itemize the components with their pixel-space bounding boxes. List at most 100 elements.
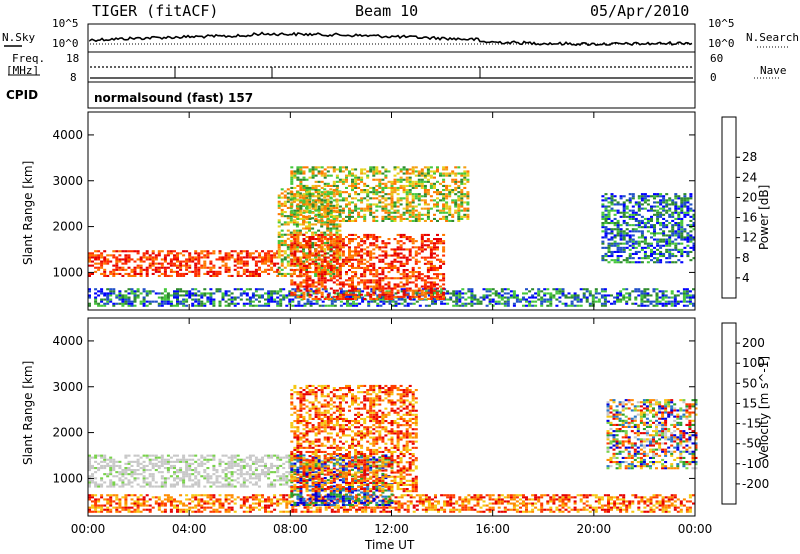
heatmap-cell — [335, 254, 339, 257]
heatmap-cell — [366, 260, 370, 263]
heatmap-cell — [402, 248, 406, 251]
heatmap-cell — [326, 252, 330, 255]
heatmap-cell — [408, 184, 412, 187]
heatmap-cell — [399, 199, 403, 202]
heatmap-cell — [88, 252, 91, 255]
heatmap-cell — [335, 233, 339, 236]
heatmap-cell — [127, 274, 131, 277]
heatmap-cell — [357, 207, 361, 210]
heatmap-cell — [348, 184, 351, 187]
heatmap-cell — [445, 211, 449, 214]
heatmap-cell — [115, 296, 119, 299]
heatmap-cell — [227, 464, 231, 467]
heatmap-cell — [329, 264, 333, 267]
heatmap-cell — [354, 191, 358, 194]
heatmap-cell — [375, 269, 379, 272]
heatmap-cell — [267, 485, 271, 488]
heatmap-cell — [341, 182, 345, 185]
heatmap-cell — [197, 302, 201, 305]
heatmap-cell — [299, 262, 303, 265]
heatmap-cell — [443, 302, 447, 305]
heatmap-cell — [668, 257, 672, 260]
heatmap-cell — [378, 178, 382, 181]
heatmap-cell — [643, 238, 647, 241]
heatmap-cell — [628, 238, 632, 241]
heatmap-cell — [375, 193, 379, 196]
heatmap-cell — [402, 273, 406, 276]
heatmap-cell — [561, 302, 565, 305]
heatmap-cell — [420, 285, 424, 288]
heatmap-cell — [103, 454, 107, 457]
heatmap-cell — [320, 215, 324, 218]
heatmap-cell — [293, 197, 297, 200]
heatmap-cell — [360, 199, 364, 202]
heatmap-cell — [420, 178, 424, 181]
heatmap-cell — [390, 264, 394, 267]
heatmap-cell — [293, 254, 297, 257]
heatmap-cell — [311, 233, 315, 236]
heatmap-cell — [248, 481, 252, 484]
heatmap-cell — [109, 292, 113, 295]
heatmap-cell — [273, 264, 277, 267]
heatmap-cell — [233, 268, 237, 271]
heatmap-cell — [420, 174, 424, 177]
heatmap-cell — [154, 262, 158, 265]
heatmap-cell — [631, 257, 635, 260]
heatmap-cell — [685, 290, 689, 293]
heatmap-cell — [239, 460, 243, 463]
heatmap-cell — [254, 262, 258, 265]
heatmap-cell — [329, 297, 333, 300]
heatmap-cell — [323, 223, 327, 226]
heatmap-cell — [461, 296, 465, 299]
heatmap-cell — [423, 193, 427, 196]
heatmap-cell — [646, 300, 650, 303]
heatmap-cell — [127, 469, 131, 472]
heatmap-cell — [194, 264, 198, 267]
heatmap-cell — [396, 178, 400, 181]
heatmap-cell — [680, 261, 684, 264]
heatmap-cell — [426, 297, 430, 300]
heatmap-cell — [330, 302, 334, 305]
heatmap-cell — [308, 197, 312, 200]
heatmap-cell — [311, 297, 315, 300]
heatmap-cell — [333, 300, 337, 303]
heatmap-cell — [302, 248, 305, 251]
heatmap-cell — [402, 207, 406, 210]
heatmap-cell — [197, 258, 201, 261]
heatmap-cell — [283, 215, 287, 218]
heatmap-cell — [145, 266, 149, 269]
heatmap-cell — [320, 207, 324, 210]
heatmap-cell — [423, 281, 427, 284]
heatmap-cell — [305, 189, 309, 192]
heatmap-cell — [381, 287, 385, 290]
heatmap-cell — [261, 473, 264, 476]
heatmap-cell — [354, 186, 358, 189]
heatmap-cell — [236, 258, 240, 261]
heatmap-cell — [680, 222, 684, 225]
heatmap-cell — [348, 238, 351, 241]
heatmap-cell — [160, 292, 164, 295]
heatmap-cell — [197, 262, 201, 265]
heatmap-cell — [426, 170, 430, 173]
heatmap-cell — [345, 203, 348, 206]
heatmap-cell — [335, 266, 339, 269]
heatmap-cell — [482, 296, 486, 299]
heatmap-cell — [429, 295, 433, 298]
heatmap-cell — [384, 297, 388, 300]
heatmap-cell — [442, 199, 446, 202]
colorbar-frame-0 — [721, 116, 737, 299]
heatmap-cell — [286, 200, 290, 203]
heatmap-cell — [332, 209, 336, 212]
heatmap-cell — [616, 261, 620, 264]
heatmap-cell — [298, 194, 302, 197]
heatmap-cell — [293, 244, 297, 247]
heatmap-cell — [345, 197, 348, 200]
heatmap-cell — [653, 226, 656, 229]
heatmap-cell — [109, 481, 113, 484]
heatmap-cell — [300, 292, 304, 295]
heatmap-cell — [622, 205, 626, 208]
heatmap-cell — [485, 304, 489, 307]
heatmap-cell — [176, 471, 179, 474]
heatmap-cell — [206, 250, 210, 253]
heatmap-cell — [323, 269, 327, 272]
